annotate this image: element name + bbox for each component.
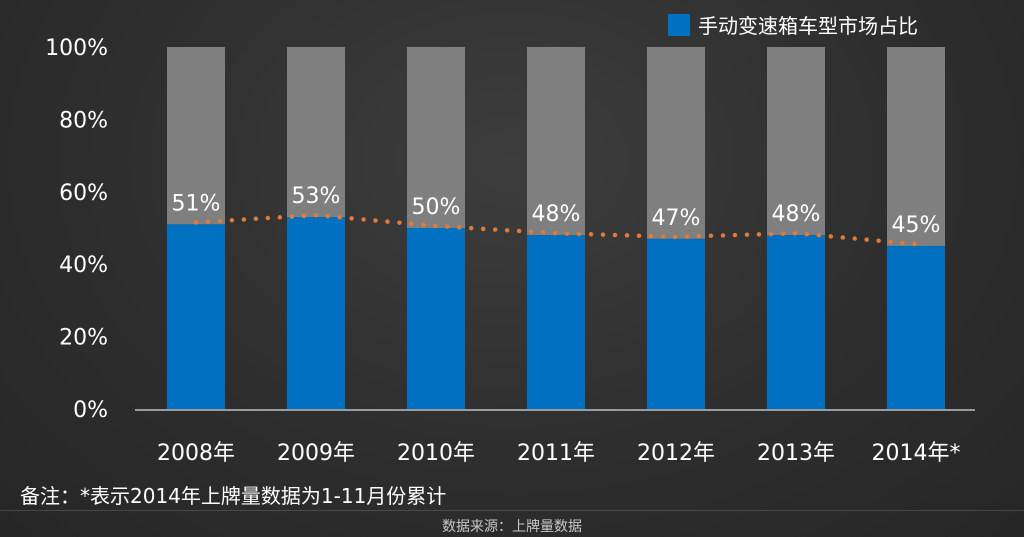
x-tick-label: 2012年 [637,441,715,466]
data-label: 48% [532,202,581,227]
bar-remainder [527,47,585,236]
bar [287,217,345,409]
bar [647,238,705,409]
data-label: 53% [292,184,341,209]
data-label: 50% [412,195,461,220]
bar [167,224,225,409]
x-tick-label: 2014年* [872,441,961,466]
bar [767,235,825,409]
y-tick-label: 20% [59,326,108,351]
bar [887,246,945,409]
x-tick-label: 2011年 [517,441,595,466]
bar-remainder [887,47,945,247]
data-label: 47% [652,206,701,231]
bar-remainder [167,47,225,225]
bar [407,228,465,409]
y-tick-label: 60% [59,181,108,206]
footnote: 备注：*表示2014年上牌量数据为1-11月份累计 [20,484,447,508]
legend-swatch [668,13,690,36]
x-tick-label: 2010年 [397,441,475,466]
legend: 手动变速箱车型市场占比 [668,10,918,39]
y-tick-label: 80% [59,108,108,133]
data-label: 45% [892,213,941,238]
source-divider [0,510,1024,511]
data-label: 51% [172,191,221,216]
bar-remainder [767,47,825,236]
bar-remainder [407,47,465,228]
x-tick-label: 2008年 [157,441,235,466]
y-tick-label: 100% [45,36,108,61]
data-source: 数据来源：上牌量数据 [442,519,582,535]
bar-remainder [647,47,705,239]
bar [527,235,585,409]
trend-line [193,212,919,247]
y-tick-label: 40% [59,253,108,278]
legend-label: 手动变速箱车型市场占比 [698,14,918,38]
y-tick-label: 0% [73,398,108,423]
bar-remainder [287,47,345,218]
x-tick-label: 2013年 [757,441,835,466]
x-tick-label: 2009年 [277,441,355,466]
data-label: 48% [772,202,821,227]
